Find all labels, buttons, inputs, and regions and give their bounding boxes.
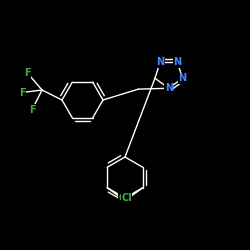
Text: F: F: [24, 68, 30, 78]
Text: F: F: [19, 88, 25, 98]
Text: Cl: Cl: [118, 193, 129, 203]
Text: F: F: [29, 105, 35, 115]
Text: N: N: [156, 57, 164, 67]
Text: N: N: [173, 57, 181, 67]
Text: N: N: [165, 83, 173, 93]
Text: N: N: [178, 73, 186, 83]
Text: Cl: Cl: [121, 193, 132, 203]
